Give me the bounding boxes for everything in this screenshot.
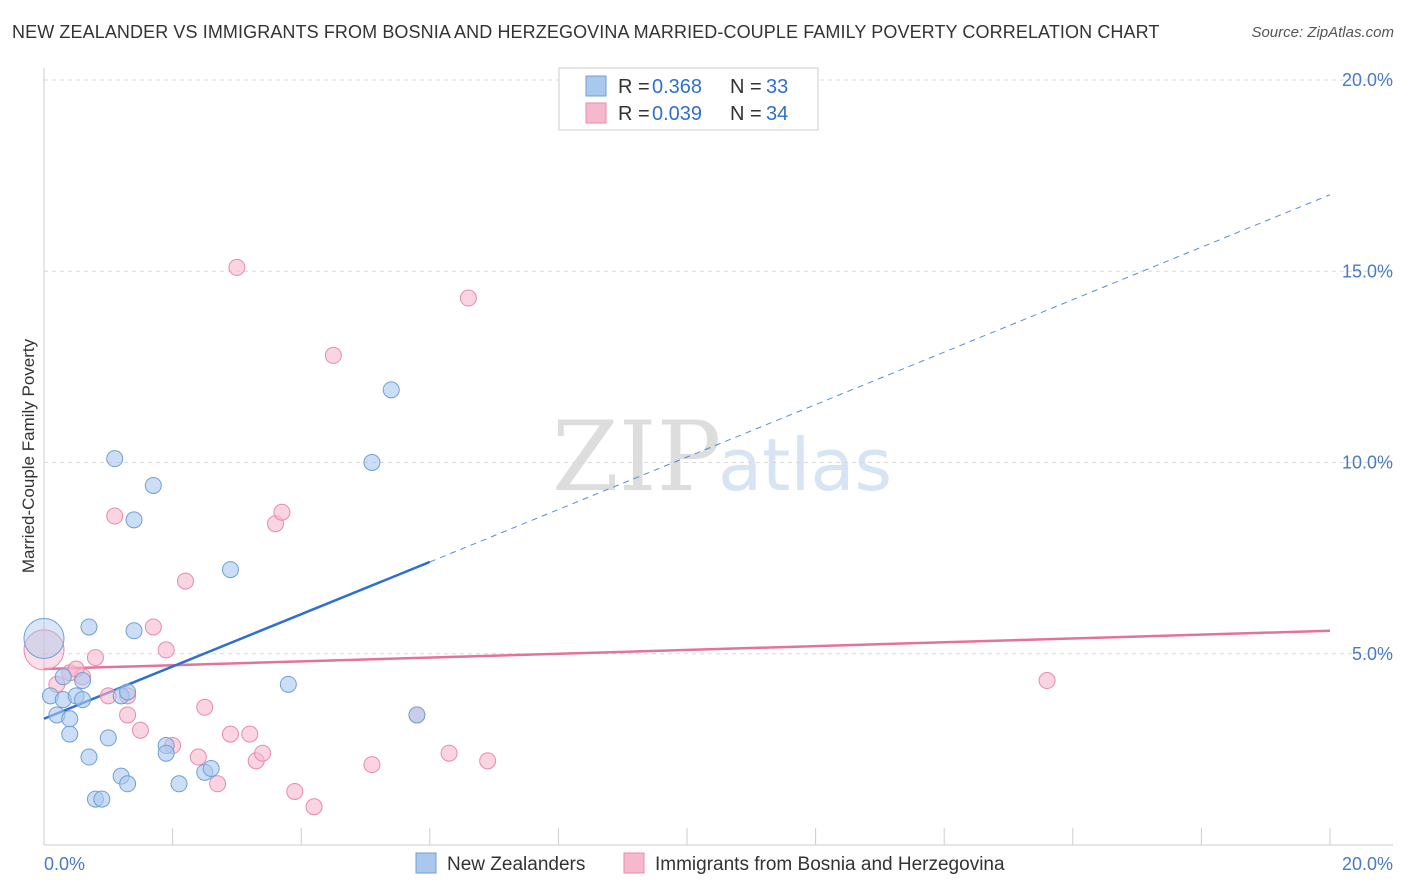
- legend-swatch-blue: [585, 75, 607, 97]
- point-new-zealanders: [99, 729, 117, 747]
- point-bosnia: [209, 775, 227, 793]
- point-bosnia: [459, 289, 477, 307]
- y-axis-label: Married-Couple Family Poverty: [19, 338, 38, 573]
- watermark-atlas: atlas: [718, 423, 892, 507]
- point-new-zealanders: [106, 450, 124, 468]
- point-bosnia: [176, 572, 194, 590]
- legend-r-label-1: R =: [618, 76, 650, 98]
- legend-n-value-1: 33: [766, 76, 788, 98]
- point-new-zealanders: [170, 775, 188, 793]
- point-bosnia: [286, 782, 304, 800]
- point-new-zealanders: [221, 561, 239, 579]
- point-bosnia: [119, 706, 137, 724]
- point-bosnia: [241, 725, 259, 743]
- bottom-legend-swatch-pink: [623, 852, 645, 874]
- chart-title: NEW ZEALANDER VS IMMIGRANTS FROM BOSNIA …: [12, 22, 1160, 42]
- point-new-zealanders: [279, 675, 297, 693]
- point-new-zealanders: [93, 790, 111, 808]
- y-tick-label: 5.0%: [1352, 644, 1393, 664]
- point-new-zealanders: [80, 748, 98, 766]
- point-new-zealanders: [144, 476, 162, 494]
- point-bosnia: [254, 744, 272, 762]
- point-new-zealanders: [125, 622, 143, 640]
- legend-r-value-2: 0.039: [652, 103, 702, 125]
- source-credit: Source: ZipAtlas.com: [1251, 24, 1394, 41]
- trend-line-bosnia: [43, 629, 1331, 671]
- point-bosnia: [23, 629, 65, 671]
- x-tick-labels: 0.0% 20.0%: [44, 854, 1393, 874]
- legend-n-value-2: 34: [766, 103, 788, 125]
- legend-n-label-1: N =: [730, 76, 762, 98]
- legend: R = 0.368 N = 33 R = 0.039 N = 34: [558, 67, 819, 131]
- point-bosnia: [363, 756, 381, 774]
- point-bosnia: [106, 507, 124, 525]
- point-bosnia: [305, 798, 323, 816]
- legend-n-label-2: N =: [730, 103, 762, 125]
- point-new-zealanders: [74, 672, 92, 690]
- point-new-zealanders: [61, 725, 79, 743]
- point-bosnia: [86, 649, 104, 667]
- watermark: ZIP atlas: [552, 401, 892, 513]
- point-new-zealanders: [119, 683, 137, 701]
- point-bosnia: [157, 641, 175, 659]
- point-new-zealanders: [408, 706, 426, 724]
- legend-swatch-pink: [585, 102, 607, 124]
- point-new-zealanders: [74, 691, 92, 709]
- point-bosnia: [189, 748, 207, 766]
- point-bosnia: [324, 346, 342, 364]
- y-tick-label: 15.0%: [1342, 261, 1393, 281]
- point-new-zealanders: [363, 454, 381, 471]
- point-new-zealanders: [382, 381, 400, 399]
- legend-r-value-1: 0.368: [652, 76, 702, 98]
- bottom-legend-swatch-blue: [415, 852, 437, 874]
- point-bosnia: [228, 258, 246, 276]
- axes: [43, 68, 1393, 846]
- point-new-zealanders: [61, 710, 79, 728]
- legend-r-label-2: R =: [618, 103, 650, 125]
- point-bosnia: [1038, 672, 1056, 690]
- bottom-legend-bosnia: Immigrants from Bosnia and Herzegovina: [655, 854, 1005, 875]
- point-bosnia: [196, 698, 214, 716]
- x-tick-label: 20.0%: [1342, 854, 1393, 874]
- y-tick-labels: 5.0% 10.0% 15.0% 20.0%: [1342, 70, 1393, 664]
- point-new-zealanders: [80, 618, 98, 636]
- point-new-zealanders: [125, 511, 143, 529]
- point-bosnia: [479, 752, 497, 770]
- data-points: [23, 258, 1056, 816]
- y-tick-label: 20.0%: [1342, 70, 1393, 90]
- bottom-legend-new-zealanders: New Zealanders: [447, 854, 585, 875]
- watermark-zip: ZIP: [552, 401, 721, 513]
- bottom-legend: New Zealanders Immigrants from Bosnia an…: [415, 852, 1005, 875]
- point-new-zealanders: [23, 617, 65, 659]
- point-new-zealanders: [202, 760, 220, 777]
- point-new-zealanders: [119, 775, 137, 793]
- grid-lines: [44, 79, 1393, 655]
- point-bosnia: [273, 503, 291, 521]
- point-bosnia: [440, 744, 458, 762]
- point-new-zealanders: [54, 668, 72, 686]
- x-tick-label: 0.0%: [44, 854, 85, 874]
- trend-line-new-zealanders-extended: [429, 194, 1331, 563]
- point-bosnia: [221, 725, 239, 743]
- point-new-zealanders: [157, 744, 175, 762]
- point-bosnia: [131, 721, 149, 739]
- y-tick-label: 10.0%: [1342, 453, 1393, 473]
- point-bosnia: [144, 618, 162, 636]
